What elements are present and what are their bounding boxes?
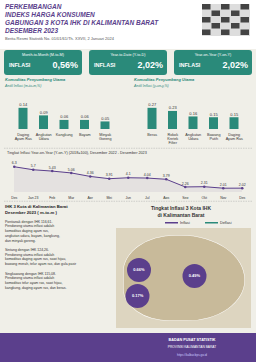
svg-text:AngkutanUdara: AngkutanUdara: [185, 133, 201, 141]
html-text:2,02%: 2,02%: [222, 59, 248, 70]
html-text:PERKEMBANGAN: PERKEMBANGAN: [5, 2, 62, 10]
html-text:https://kalbar.bps.go.id: https://kalbar.bps.go.id: [177, 353, 207, 356]
html-text:Tingkat Inflasi Year-on-Year (: Tingkat Inflasi Year-on-Year (Y-on-Y) (2…: [7, 150, 147, 155]
html-text:Andil Inflasi (m-to-m,%): Andil Inflasi (m-to-m,%): [5, 83, 42, 87]
svg-text:AngkutanUdara: AngkutanUdara: [36, 133, 52, 141]
html-text:2,02%: 2,02%: [137, 59, 163, 70]
svg-text:Jan 23: Jan 23: [28, 196, 39, 199]
svg-text:DagingAyam Ras: DagingAyam Ras: [15, 133, 32, 141]
svg-text:0.06: 0.06: [81, 114, 90, 119]
html-text:Inflasi: Inflasi: [180, 220, 190, 225]
svg-text:DagingAyam Ras: DagingAyam Ras: [226, 133, 243, 141]
svg-text:4.36: 4.36: [87, 171, 94, 175]
html-text:DESEMBER 2023: DESEMBER 2023: [5, 26, 59, 34]
html-text:0,56%: 0,56%: [52, 59, 78, 70]
svg-text:RokokKretekFilter: RokokKretekFilter: [167, 133, 178, 145]
html-text:INFLASI: INFLASI: [9, 62, 31, 68]
svg-text:2.31: 2.31: [201, 181, 208, 185]
svg-text:Beras: Beras: [147, 133, 157, 137]
svg-text:0.27: 0.27: [148, 102, 157, 107]
svg-text:2.26: 2.26: [182, 182, 189, 186]
svg-text:Feb: Feb: [49, 196, 55, 199]
svg-text:4.04: 4.04: [144, 173, 151, 177]
html-text:INFLASI: INFLASI: [179, 62, 201, 68]
html-text:BADAN PUSAT STATISTIK: BADAN PUSAT STATISTIK: [168, 337, 216, 342]
svg-text:3.79: 3.79: [163, 174, 170, 178]
html-text:Komoditas Penyumbang Utama: Komoditas Penyumbang Utama: [134, 77, 195, 82]
svg-text:Mei: Mei: [106, 196, 112, 199]
svg-text:0.09: 0.09: [40, 110, 49, 115]
html-text:PROVINSI KALIMANTAN BARAT: PROVINSI KALIMANTAN BARAT: [167, 345, 217, 349]
svg-text:2.01: 2.01: [220, 183, 227, 187]
svg-text:Apr: Apr: [88, 196, 94, 199]
html-text:Year-on-Year (Y-on-Y): Year-on-Year (Y-on-Y): [194, 52, 232, 57]
svg-text:Jun: Jun: [125, 196, 131, 199]
html-text:Komoditas Penyumbang Utama: Komoditas Penyumbang Utama: [5, 77, 66, 82]
svg-text:Kangkung: Kangkung: [56, 133, 73, 137]
svg-text:MinyakGoreng: MinyakGoreng: [99, 133, 112, 141]
svg-text:Ags: Ags: [163, 196, 169, 199]
svg-text:0.15: 0.15: [210, 112, 219, 117]
html-text:Month-to-Month (M-to-M): Month-to-Month (M-to-M): [22, 52, 64, 57]
svg-text:BawangPutih: BawangPutih: [207, 133, 221, 141]
html-text:0.49%: 0.49%: [188, 273, 200, 278]
svg-text:0.23: 0.23: [169, 105, 178, 110]
svg-text:6.3: 6.3: [12, 161, 17, 165]
svg-text:Sep: Sep: [182, 196, 188, 199]
svg-text:0.06: 0.06: [60, 114, 69, 119]
html-text:Pontianak dengan IHK 116,61. P: Pontianak dengan IHK 116,61. Pendorong u…: [5, 219, 77, 289]
svg-text:0.16: 0.16: [189, 111, 198, 116]
html-text:GABUNGAN 3 KOTA IHK DI KALIMAN: GABUNGAN 3 KOTA IHK DI KALIMANTAN BARAT: [5, 18, 159, 26]
svg-text:5.43: 5.43: [49, 166, 56, 170]
html-text:Andil Inflasi (y-on-y,%): Andil Inflasi (y-on-y,%): [134, 83, 169, 87]
html-text:0.66%: 0.66%: [133, 267, 145, 272]
html-text:Deflasi: Deflasi: [220, 220, 232, 225]
html-text:Tingkat Inflasi 3 Kota IHK di: Tingkat Inflasi 3 Kota IHK di Kalimantan…: [150, 205, 212, 218]
html-text:0.17%: 0.17%: [131, 293, 144, 298]
svg-text:Okt: Okt: [202, 196, 207, 199]
svg-text:5.7: 5.7: [31, 164, 36, 168]
svg-text:Nov: Nov: [220, 196, 226, 199]
svg-text:2.02: 2.02: [239, 183, 246, 187]
svg-text:0.14: 0.14: [19, 102, 28, 107]
svg-text:5.06: 5.06: [68, 168, 75, 172]
svg-text:Jul: Jul: [145, 196, 150, 199]
svg-text:4.1: 4.1: [126, 172, 131, 176]
html-text:IHK 3 Kota di Kalimantan Barat: IHK 3 Kota di Kalimantan Barat Desember …: [5, 204, 68, 215]
svg-text:Des: Des: [11, 196, 17, 199]
svg-text:Des: Des: [239, 196, 245, 199]
html-text:INFLASI: INFLASI: [94, 62, 116, 68]
html-text:Berita Resmi Statistik No. 01/: Berita Resmi Statistik No. 01/01/61/Th. …: [5, 36, 114, 41]
html-text:Year-to-Date (Y-to-D): Year-to-Date (Y-to-D): [110, 52, 146, 57]
svg-text:0.05: 0.05: [101, 116, 110, 121]
svg-text:3.91: 3.91: [106, 173, 113, 177]
svg-text:Bayam: Bayam: [79, 133, 91, 137]
svg-text:0.15: 0.15: [230, 112, 239, 117]
html-text:INDEKS HARGA KONSUMEN: INDEKS HARGA KONSUMEN: [5, 10, 95, 18]
svg-text:Mar: Mar: [68, 196, 75, 199]
